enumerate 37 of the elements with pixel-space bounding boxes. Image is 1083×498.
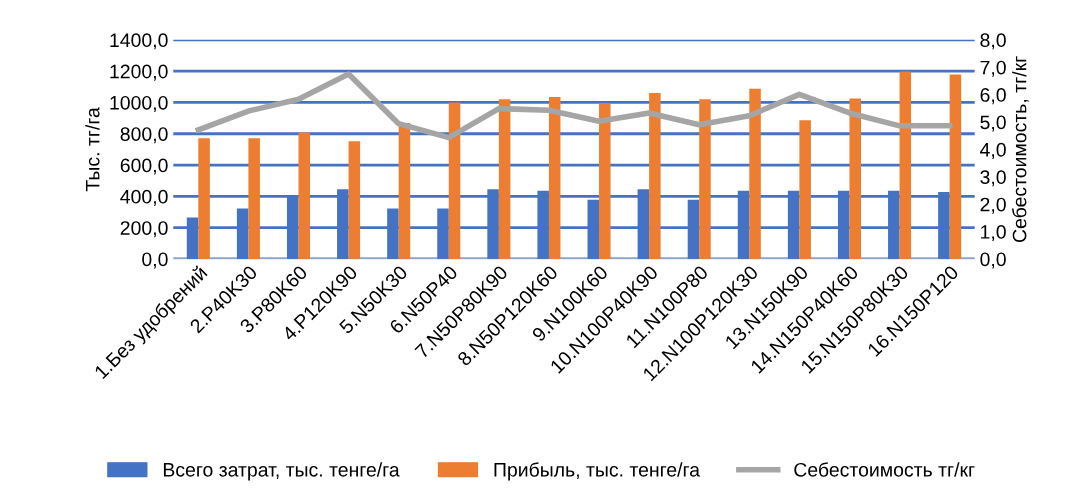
bar [749, 88, 761, 259]
y2-tick-label: 0,0 [980, 252, 1006, 269]
y2-tick-label: 1,0 [981, 225, 1006, 242]
y-tick-label: 1400,0 [110, 33, 168, 50]
y2-tick-label: 5,0 [980, 115, 1006, 132]
y2-tick-label: 4,0 [980, 142, 1006, 159]
bar [649, 92, 661, 259]
y-tick-label: 200,0 [120, 221, 168, 238]
bar [398, 123, 411, 259]
bar [298, 132, 311, 259]
bar [699, 99, 711, 259]
legend-label: Себестоимость тг/кг [794, 462, 975, 477]
y-tick-label: 1000,0 [110, 95, 168, 112]
y2-tick-label: 2,0 [980, 197, 1006, 214]
bar [348, 141, 361, 259]
bar [198, 138, 210, 259]
bar [498, 99, 511, 259]
bar [949, 74, 962, 259]
y-tick-label: 1200,0 [110, 64, 168, 81]
bar [548, 96, 561, 259]
bar [849, 98, 861, 259]
bar [899, 71, 912, 259]
y-axis-title: Тыс. тг/га [85, 107, 100, 192]
y-tick-label: 800,0 [120, 127, 168, 144]
y2-axis-title: Себестоимость, тг/кг [1011, 56, 1029, 243]
legend-label: Прибыль, тыс. тенге/га [494, 462, 700, 481]
y2-tick-label: 8,0 [980, 33, 1006, 50]
legend-label: Всего затрат, тыс. тенге/га [163, 462, 400, 481]
y2-tick-label: 6,0 [980, 88, 1006, 105]
bar [248, 138, 260, 259]
y-tick-label: 600,0 [120, 158, 168, 175]
bar [448, 102, 461, 259]
y2-tick-label: 3,0 [980, 170, 1006, 187]
y-tick-label: 400,0 [120, 189, 168, 206]
y2-tick-label: 7,0 [980, 60, 1006, 77]
bar [799, 120, 811, 259]
bar [599, 103, 611, 259]
